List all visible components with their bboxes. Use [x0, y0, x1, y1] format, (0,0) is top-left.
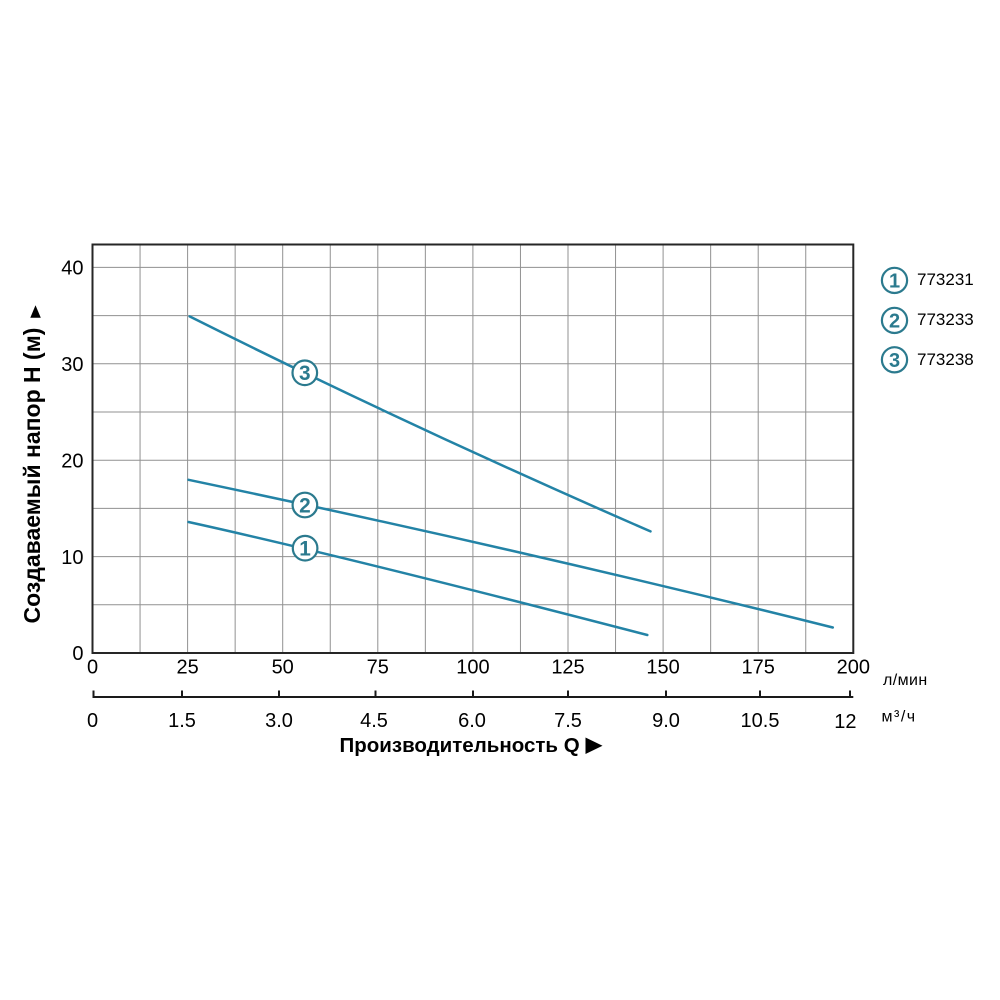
- svg-text:3: 3: [299, 362, 311, 385]
- svg-text:3: 3: [889, 350, 900, 372]
- svg-text:4.5: 4.5: [360, 710, 388, 732]
- svg-text:л/мин: л/мин: [883, 672, 928, 689]
- svg-text:175: 175: [742, 657, 775, 679]
- svg-text:100: 100: [456, 657, 489, 679]
- svg-text:75: 75: [367, 657, 389, 679]
- svg-text:9.0: 9.0: [652, 710, 680, 732]
- svg-text:1: 1: [889, 271, 900, 293]
- svg-text:10: 10: [61, 547, 83, 569]
- svg-text:150: 150: [646, 657, 679, 679]
- svg-text:0: 0: [87, 657, 98, 679]
- svg-text:0: 0: [72, 643, 83, 665]
- svg-text:40: 40: [61, 258, 83, 280]
- svg-text:Создаваемый напор H (м): Создаваемый напор H (м): [19, 328, 45, 624]
- svg-text:м³/ч: м³/ч: [882, 709, 917, 726]
- svg-text:0: 0: [87, 710, 98, 732]
- svg-text:200: 200: [837, 657, 870, 679]
- svg-text:1.5: 1.5: [168, 710, 196, 732]
- svg-text:773231: 773231: [917, 270, 974, 289]
- svg-text:3.0: 3.0: [265, 710, 293, 732]
- svg-text:125: 125: [551, 657, 584, 679]
- svg-text:2: 2: [889, 311, 900, 333]
- svg-text:30: 30: [61, 354, 83, 376]
- svg-text:12: 12: [834, 711, 856, 733]
- svg-text:773238: 773238: [917, 350, 974, 369]
- svg-text:1: 1: [299, 538, 311, 561]
- svg-text:2: 2: [299, 494, 311, 517]
- svg-text:50: 50: [272, 657, 294, 679]
- svg-text:773233: 773233: [917, 310, 974, 329]
- svg-text:20: 20: [61, 450, 83, 472]
- svg-text:Производительность Q: Производительность Q: [340, 734, 580, 757]
- svg-text:25: 25: [176, 657, 198, 679]
- svg-text:10.5: 10.5: [741, 710, 780, 732]
- svg-text:6.0: 6.0: [458, 710, 486, 732]
- svg-text:7.5: 7.5: [554, 710, 582, 732]
